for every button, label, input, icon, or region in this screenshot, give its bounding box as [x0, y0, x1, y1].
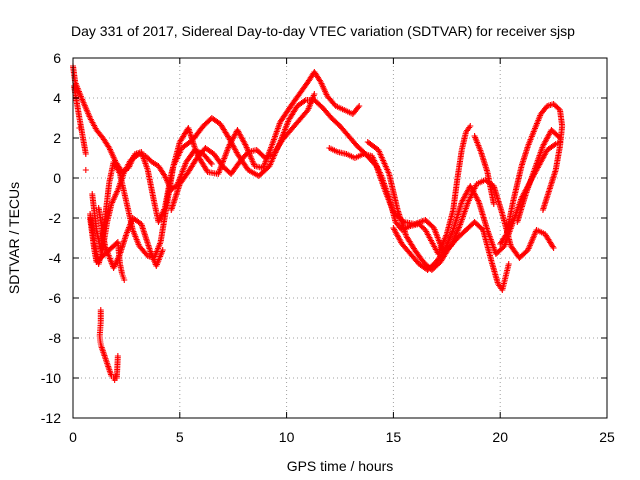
y-tick-label: 6 — [53, 50, 61, 66]
data-point — [550, 245, 557, 251]
y-tick-label: -6 — [49, 290, 62, 306]
data-point — [490, 201, 497, 207]
x-tick-label: 10 — [279, 429, 295, 445]
data-point — [539, 207, 546, 213]
y-tick-label: -10 — [41, 370, 61, 386]
axis-ticks — [72, 57, 608, 419]
x-tick-label: 5 — [176, 429, 184, 445]
y-tick-label: 0 — [53, 170, 61, 186]
data-point-fill — [301, 98, 308, 104]
data-point — [557, 139, 564, 145]
data-point-fill — [355, 104, 362, 111]
data-point — [208, 161, 215, 167]
data-point — [505, 261, 512, 267]
y-tick-label: -8 — [49, 330, 62, 346]
x-tick-label: 15 — [386, 429, 402, 445]
y-axis-label: SDTVAR / TECUs — [6, 182, 22, 294]
x-tick-label: 20 — [492, 429, 508, 445]
y-tick-label: 4 — [53, 90, 61, 106]
data-point — [121, 277, 128, 283]
data-point-fill — [207, 159, 214, 166]
plot-frame — [72, 57, 608, 419]
tick-labels: 0 5 10 15 20 25 -12 -10 -8 -6 -4 -2 0 2 4 6 — [41, 50, 615, 445]
y-tick-label: -12 — [41, 410, 61, 426]
data-point — [76, 125, 83, 131]
x-axis-label: GPS time / hours — [287, 458, 394, 474]
grid — [73, 58, 607, 418]
data-point — [114, 353, 121, 359]
data-point-fill — [551, 142, 558, 148]
x-tick-label: 0 — [69, 429, 77, 445]
data-point — [82, 151, 89, 157]
data-point — [467, 123, 474, 129]
y-tick-label: 2 — [53, 130, 61, 146]
data-point — [82, 167, 89, 173]
data-point — [356, 103, 363, 109]
y-tick-label: -2 — [49, 210, 62, 226]
data-point-fill — [549, 243, 556, 250]
data-point — [311, 91, 318, 97]
x-tick-label: 25 — [599, 429, 615, 445]
chart-title: Day 331 of 2017, Sidereal Day-to-day VTE… — [71, 23, 575, 39]
y-tick-label: -4 — [49, 250, 62, 266]
data-points — [70, 63, 566, 383]
data-point — [159, 247, 166, 253]
